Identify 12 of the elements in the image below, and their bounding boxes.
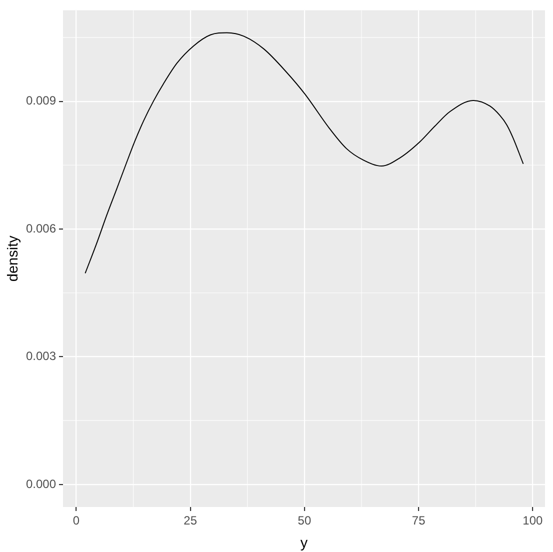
line-series bbox=[84, 32, 524, 274]
x-tick-label: 100 bbox=[522, 514, 544, 528]
y-tick-label: 0.006 bbox=[26, 221, 56, 236]
x-tick-label: 50 bbox=[298, 514, 312, 528]
x-tick-label: 75 bbox=[412, 514, 426, 528]
x-tick-label: 25 bbox=[184, 514, 198, 528]
y-tick-label: 0.000 bbox=[26, 476, 56, 491]
y-tick-label: 0.009 bbox=[26, 94, 56, 108]
y-tick-label: 0.003 bbox=[26, 349, 56, 364]
x-tick-label: 0 bbox=[72, 514, 80, 528]
y-axis-title: density bbox=[6, 234, 22, 282]
x-axis-title: y bbox=[300, 535, 308, 552]
